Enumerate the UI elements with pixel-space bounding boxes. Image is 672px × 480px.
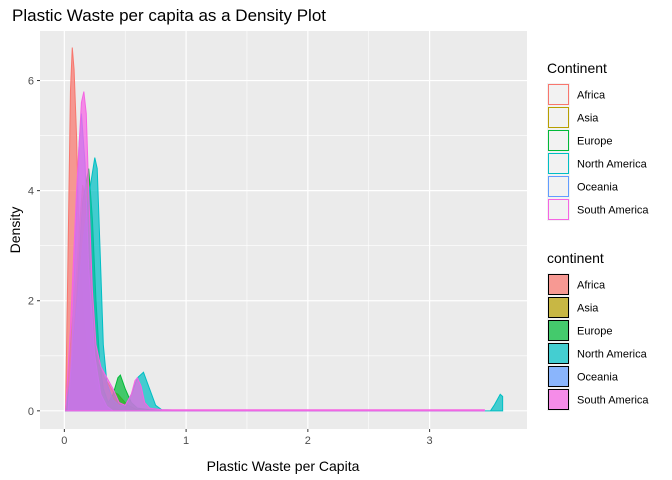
legend-label-europe: Europe [577, 136, 612, 148]
legends: Continent Africa Asia Europe North America Oc… [547, 60, 649, 411]
legend-swatch-oceania [548, 366, 569, 387]
legend-label-south-america: South America [577, 205, 649, 217]
chart-title: Plastic Waste per capita as a Density Pl… [12, 6, 326, 25]
legend-title: continent [547, 250, 604, 266]
legend-swatch-asia [548, 297, 569, 318]
legend-label-europe: Europe [577, 326, 612, 338]
legend-swatch-africa [548, 274, 569, 295]
x-axis-title: Plastic Waste per Capita [207, 458, 360, 474]
y-tick-label: 6 [28, 76, 34, 88]
legend-title: Continent [547, 60, 607, 76]
legend-label-oceania: Oceania [577, 372, 619, 384]
plot-panel [40, 31, 527, 429]
legend-swatch-south-america [548, 389, 569, 410]
legend-swatch-europe [548, 320, 569, 341]
y-tick-label: 2 [28, 296, 34, 308]
x-tick-label: 0 [61, 435, 67, 447]
x-tick-label: 3 [427, 435, 433, 447]
legend-swatch-north-america [548, 343, 569, 364]
legend-label-africa: Africa [577, 90, 606, 102]
legend-swatch-south-america [548, 199, 569, 220]
x-tick-label: 1 [183, 435, 189, 447]
legend-swatch-north-america [548, 153, 569, 174]
legend-label-asia: Asia [577, 303, 599, 315]
legend-label-oceania: Oceania [577, 182, 619, 194]
y-tick-label: 4 [28, 186, 34, 198]
legend-swatch-europe [548, 130, 569, 151]
y-axis-title: Density [7, 207, 23, 254]
legend-label-north-america: North America [577, 159, 648, 171]
density-area-south-america [65, 91, 485, 412]
y-tick-label: 0 [28, 406, 34, 418]
legend-swatch-oceania [548, 176, 569, 197]
legend-label-asia: Asia [577, 113, 599, 125]
density-areas [64, 47, 504, 412]
legend-label-north-america: North America [577, 349, 648, 361]
legend-label-africa: Africa [577, 280, 606, 292]
x-tick-label: 2 [305, 435, 311, 447]
axes: 0 1 2 3 0 2 4 6 [28, 76, 433, 447]
legend-swatch-asia [548, 107, 569, 128]
legend-label-south-america: South America [577, 395, 649, 407]
legend-swatch-africa [548, 84, 569, 105]
